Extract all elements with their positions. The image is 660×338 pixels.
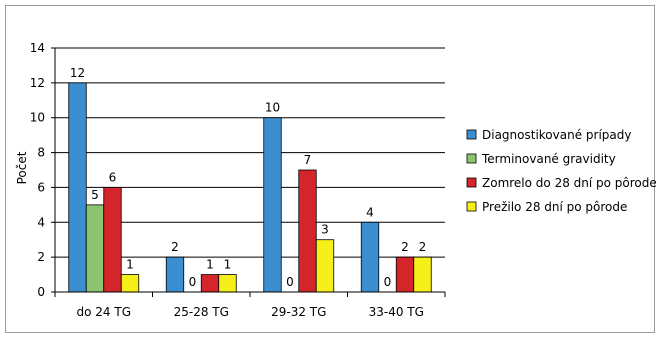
data-label: 7 (304, 153, 312, 167)
x-tick-label: do 24 TG (77, 305, 132, 319)
data-label: 2 (401, 240, 409, 254)
legend-swatch (466, 177, 477, 188)
data-label: 0 (189, 275, 197, 289)
data-label: 6 (109, 170, 117, 184)
bar (395, 256, 415, 293)
bars (68, 82, 432, 293)
legend-swatch (466, 201, 477, 212)
data-label: 3 (321, 223, 329, 237)
legend-label: Prežilo 28 dní po pôrode (482, 200, 627, 214)
data-label: 1 (126, 258, 134, 272)
y-tick-label: 0 (37, 285, 45, 299)
y-tick-label: 4 (37, 215, 45, 229)
data-label: 0 (286, 275, 294, 289)
y-tick-label: 6 (37, 180, 45, 194)
data-label: 10 (265, 101, 280, 115)
data-label: 1 (206, 258, 214, 272)
x-tick-label: 29-32 TG (271, 305, 326, 319)
y-tick-label: 10 (30, 111, 45, 125)
legend-swatch (466, 153, 477, 164)
data-label: 4 (366, 205, 374, 219)
bar (103, 187, 122, 293)
bar (68, 82, 87, 293)
y-axis-label: Počet (15, 151, 29, 184)
legend-label: Zomrelo do 28 dní po pôrode (482, 176, 657, 190)
legend: Diagnostikované prípady Terminované gravi… (466, 128, 657, 214)
legend-label: Diagnostikované prípady (482, 128, 631, 142)
y-tick-label: 12 (30, 76, 45, 90)
x-tick-label: 33-40 TG (369, 305, 424, 319)
bar (263, 117, 282, 293)
y-tick-label: 14 (30, 41, 45, 55)
bar (315, 239, 335, 293)
y-tick-label: 2 (37, 250, 45, 264)
data-label: 2 (419, 240, 427, 254)
bar (85, 204, 105, 293)
bar (120, 274, 140, 293)
bar (200, 274, 220, 293)
data-label: 1 (224, 258, 232, 272)
data-label: 5 (91, 188, 99, 202)
legend-label: Terminované gravidity (481, 152, 616, 166)
data-label: 0 (384, 275, 392, 289)
bar (298, 169, 317, 293)
x-tick-label: 25-28 TG (174, 305, 229, 319)
data-label: 2 (171, 240, 179, 254)
y-tick-label: 8 (37, 146, 45, 160)
bar (360, 221, 380, 293)
bar (218, 274, 237, 293)
legend-swatch (466, 129, 477, 140)
bar (165, 256, 185, 293)
data-label: 12 (70, 66, 85, 80)
bar (413, 256, 432, 293)
